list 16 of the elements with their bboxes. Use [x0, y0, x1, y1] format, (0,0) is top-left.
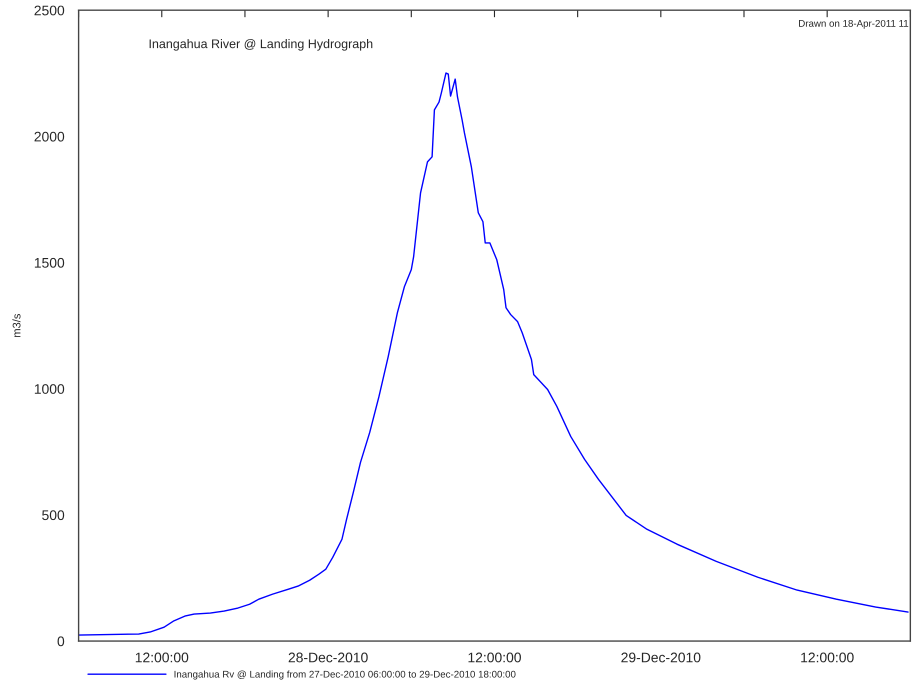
x-tick-label: 28-Dec-2010	[288, 652, 368, 662]
y-tick-label: 0	[58, 636, 64, 646]
y-tick-label: 1000	[34, 384, 64, 394]
x-tick-label: 12:00:00	[468, 652, 521, 662]
text: Inangahua Rv @ Landing from 27-Dec-2010 06:00:00 to 29-Dec-2010 18:00:00	[174, 670, 516, 680]
line-series	[78, 72, 909, 636]
text: Inangahua River @ Landing Hydrograph	[150, 39, 372, 51]
y-tick-label: 1500	[34, 258, 64, 268]
y-tick-label: 2500	[34, 6, 64, 16]
y-tick-label: 500	[42, 510, 64, 520]
x-tick-label: 12:00:00	[801, 652, 854, 662]
x-tick-label: 12:00:00	[136, 652, 188, 662]
y-tick-label: 2000	[34, 132, 64, 142]
annotation: Drawn on 18-Apr-2011 11	[799, 20, 908, 29]
y-axis-title: m3/s	[12, 314, 21, 337]
x-tick-label: 29-Dec-2010	[621, 652, 700, 662]
